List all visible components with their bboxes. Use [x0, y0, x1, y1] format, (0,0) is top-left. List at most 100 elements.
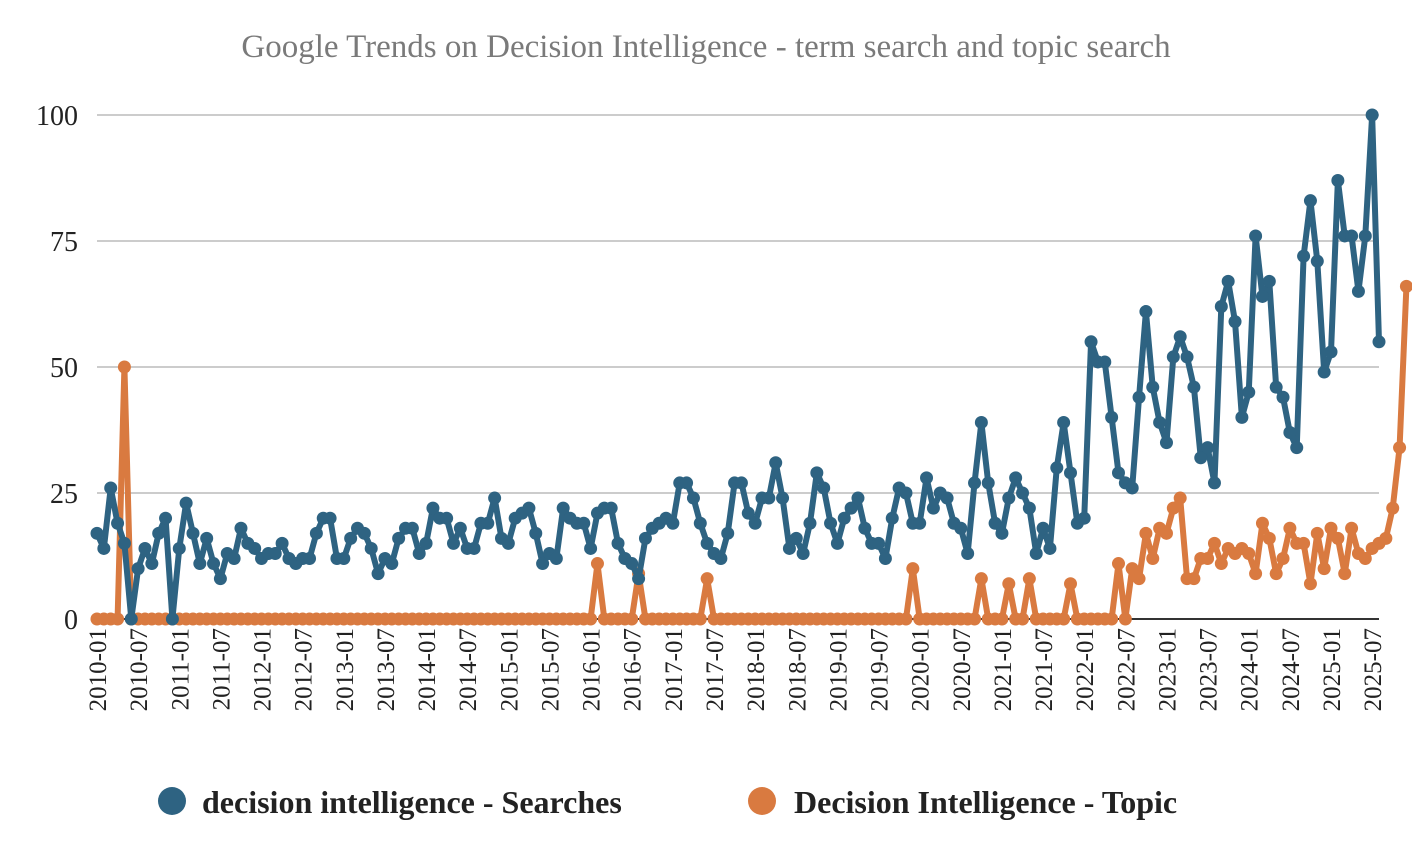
data-point: [1214, 557, 1228, 571]
y-axis-ticks: 0 25 50 75 100: [36, 101, 78, 636]
data-point: [577, 516, 591, 530]
data-point: [1331, 531, 1345, 545]
chart-title: Google Trends on Decision Intelligence -…: [241, 29, 1171, 65]
x-tick-label: 2025-07: [1360, 628, 1387, 711]
data-point: [638, 531, 652, 545]
x-tick-label: 2013-07: [373, 628, 400, 711]
data-point: [1105, 612, 1119, 626]
data-point: [974, 415, 988, 429]
data-point: [426, 501, 440, 515]
x-axis-ticks: 2010-01 2010-07 2011-01 2011-07 2012-01 2012-…: [85, 628, 1387, 711]
data-point: [1132, 572, 1146, 586]
data-point: [844, 501, 858, 515]
data-point: [1269, 567, 1283, 581]
data-point: [152, 526, 166, 540]
legend-label-topic: Decision Intelligence - Topic: [794, 784, 1177, 820]
data-point: [611, 536, 625, 550]
data-point: [309, 526, 323, 540]
data-point: [207, 557, 221, 571]
data-point: [1276, 390, 1290, 404]
data-point: [1159, 436, 1173, 450]
data-point: [1358, 552, 1372, 566]
data-point: [1016, 612, 1030, 626]
x-tick-label: 2020-07: [949, 628, 976, 711]
data-point: [789, 531, 803, 545]
data-point: [1002, 491, 1016, 505]
data-point: [392, 531, 406, 545]
x-tick-label: 2016-07: [620, 628, 647, 711]
data-point: [111, 612, 125, 626]
x-tick-label: 2022-07: [1113, 628, 1140, 711]
x-tick-label: 2018-07: [784, 628, 811, 711]
data-point: [1303, 194, 1317, 208]
data-point: [988, 516, 1002, 530]
data-point: [1235, 410, 1249, 424]
data-point: [858, 521, 872, 535]
data-point: [1125, 481, 1139, 495]
x-tick-label: 2017-07: [702, 628, 729, 711]
data-point: [227, 552, 241, 566]
data-point: [337, 552, 351, 566]
data-point: [1043, 541, 1057, 555]
data-point: [1317, 365, 1331, 379]
data-point: [1297, 536, 1311, 550]
data-point: [104, 481, 118, 495]
data-point: [1379, 531, 1393, 545]
data-point: [1207, 536, 1221, 550]
x-tick-label: 2019-07: [867, 628, 894, 711]
data-point: [1105, 410, 1119, 424]
data-point: [1297, 249, 1311, 263]
data-point: [165, 612, 179, 626]
data-point: [1290, 441, 1304, 455]
data-point: [501, 536, 515, 550]
legend: decision intelligence - Searches Decisio…: [158, 784, 1177, 820]
data-point: [1372, 335, 1386, 349]
data-point: [1345, 521, 1359, 535]
data-point: [995, 526, 1009, 540]
data-point: [796, 546, 810, 560]
data-point: [824, 516, 838, 530]
data-point: [714, 552, 728, 566]
data-point: [248, 541, 262, 555]
data-point: [1098, 355, 1112, 369]
legend-label-searches: decision intelligence - Searches: [202, 784, 622, 820]
y-tick-label: 50: [50, 353, 78, 384]
data-point: [693, 612, 707, 626]
data-point: [851, 491, 865, 505]
data-point: [1139, 526, 1153, 540]
data-point: [371, 567, 385, 581]
data-point: [481, 516, 495, 530]
data-point: [1173, 330, 1187, 344]
data-point: [1111, 557, 1125, 571]
data-point: [734, 476, 748, 490]
data-point: [385, 557, 399, 571]
x-tick-label: 2010-07: [126, 628, 153, 711]
data-point: [1187, 572, 1201, 586]
data-point: [1255, 516, 1269, 530]
data-point: [419, 536, 433, 550]
data-point: [1386, 501, 1400, 515]
x-tick-label: 2024-07: [1278, 628, 1305, 711]
data-point: [940, 491, 954, 505]
data-point: [1317, 562, 1331, 576]
data-point: [556, 501, 570, 515]
data-point: [1345, 229, 1359, 243]
data-point: [1111, 466, 1125, 480]
x-tick-label: 2024-01: [1237, 628, 1264, 711]
data-point: [961, 546, 975, 560]
data-point: [446, 536, 460, 550]
data-point: [117, 536, 131, 550]
data-point: [1338, 567, 1352, 581]
data-point: [1365, 108, 1379, 122]
data-point: [625, 557, 639, 571]
data-point: [913, 516, 927, 530]
data-point: [666, 516, 680, 530]
data-point: [584, 541, 598, 555]
data-point: [1084, 335, 1098, 349]
data-point: [357, 526, 371, 540]
data-point: [1399, 279, 1412, 293]
data-point: [810, 466, 824, 480]
data-point: [529, 526, 543, 540]
data-point: [1303, 577, 1317, 591]
data-point: [1283, 426, 1297, 440]
